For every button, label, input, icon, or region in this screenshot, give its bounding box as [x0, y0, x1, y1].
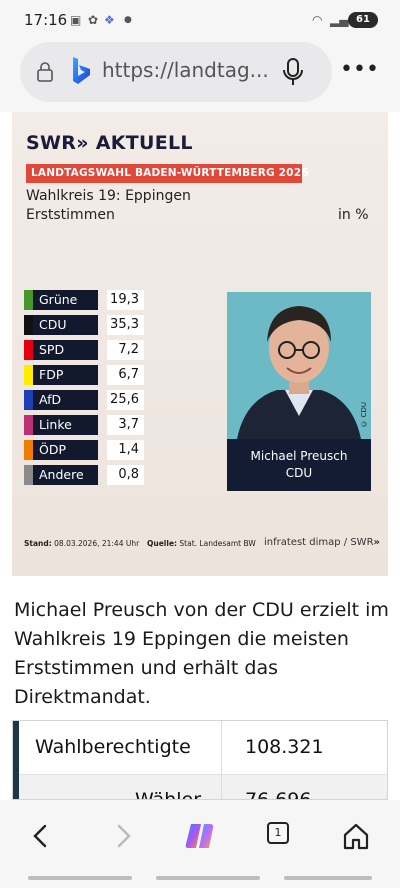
party-name: Linke — [33, 415, 98, 435]
party-color-swatch — [24, 365, 33, 385]
swr-aktuell-logo: SWR» AKTUELL — [26, 132, 193, 154]
party-color-swatch — [24, 415, 33, 435]
forward-icon[interactable] — [104, 820, 140, 852]
table-row-label: Wahlberechtigte — [35, 736, 191, 758]
table-row-value: 76.696 — [245, 789, 312, 800]
candidate-portrait-image — [237, 306, 361, 439]
party-row: Linke 3,7 — [24, 415, 144, 435]
dot-icon: ● — [124, 15, 132, 25]
signal-icon: ▂▄ — [330, 13, 349, 27]
party-name: Grüne — [33, 290, 98, 310]
party-color-swatch — [24, 440, 33, 460]
party-name: FDP — [33, 365, 98, 385]
party-name: AfD — [33, 390, 98, 410]
notification-icon: ▣ — [70, 13, 82, 27]
unit-label: in % — [338, 207, 369, 223]
table-accent-bar — [13, 721, 19, 799]
party-value: 0,8 — [107, 465, 144, 485]
microphone-icon[interactable] — [282, 56, 304, 88]
candidate-party: CDU — [285, 466, 313, 480]
party-row: Grüne 19,3 — [24, 290, 144, 310]
gesture-bar — [156, 876, 260, 880]
party-value: 6,7 — [107, 365, 144, 385]
lock-icon[interactable] — [36, 62, 54, 82]
address-bar[interactable]: https://landtag... — [20, 42, 332, 102]
back-icon[interactable] — [24, 820, 60, 852]
clock: 17:16 — [24, 11, 68, 29]
party-value: 1,4 — [107, 440, 144, 460]
browser-bottom-nav: 1 — [0, 800, 400, 888]
party-name: CDU — [33, 315, 98, 335]
party-color-swatch — [24, 315, 33, 335]
status-bar: 17:16 ▣ ✿ ❖ ● ◠ ▂▄ 61 — [0, 0, 400, 40]
bing-logo-icon — [73, 57, 90, 84]
party-color-swatch — [24, 465, 33, 485]
party-value: 25,6 — [107, 390, 144, 410]
party-value: 19,3 — [107, 290, 144, 310]
election-banner: LANDTAGSWAHL BADEN-WÜRTTEMBERG 2026 — [26, 164, 309, 183]
party-row: AfD 25,6 — [24, 390, 144, 410]
credit-info: infratest dimap / SWR» — [264, 537, 380, 548]
election-graphic: SWR» AKTUELL LANDTAGSWAHL BADEN-WÜRTTEMB… — [12, 112, 388, 576]
table-row: Wähler 76.696 — [19, 775, 387, 800]
wifi-icon: ◠ — [312, 13, 323, 27]
gesture-bar — [284, 876, 372, 880]
party-value: 7,2 — [107, 340, 144, 360]
candidate-name: Michael Preusch — [250, 449, 348, 463]
table-row: Wahlberechtigte 108.321 — [19, 721, 387, 775]
table-row-value: 108.321 — [245, 736, 324, 758]
home-icon[interactable] — [338, 820, 374, 852]
party-row: CDU 35,3 — [24, 315, 144, 335]
party-value: 35,3 — [107, 315, 144, 335]
article-paragraph: Michael Preusch von der CDU erzielt im W… — [14, 599, 389, 708]
party-color-swatch — [24, 340, 33, 360]
party-color-swatch — [24, 290, 33, 310]
url-text[interactable]: https://landtag... — [102, 58, 269, 82]
candidate-photo: © CDU Michael Preusch CDU — [227, 292, 371, 491]
table-column-divider — [221, 721, 222, 799]
butterfly-icon: ✿ — [88, 13, 99, 27]
battery-indicator: 61 — [348, 12, 378, 28]
candidate-caption: Michael Preusch CDU — [227, 439, 371, 491]
party-row: ÖDP 1,4 — [24, 440, 144, 460]
stand-info: Stand: 08.03.2026, 21:44 Uhr — [24, 539, 140, 548]
party-name: Andere — [33, 465, 98, 485]
more-options-icon[interactable]: ••• — [340, 57, 379, 82]
party-color-swatch — [24, 390, 33, 410]
party-row: Andere 0,8 — [24, 465, 144, 485]
copilot-icon[interactable] — [182, 820, 218, 852]
results-table: Wahlberechtigte 108.321 Wähler 76.696 — [12, 720, 388, 800]
vote-type-label: Erststimmen — [26, 207, 115, 223]
photo-credit: © CDU — [360, 402, 368, 428]
party-name: SPD — [33, 340, 98, 360]
party-name: ÖDP — [33, 440, 98, 460]
table-row-label: Wähler — [135, 789, 202, 800]
party-row: FDP 6,7 — [24, 365, 144, 385]
source-info: Quelle: Stat. Landesamt BW — [147, 539, 256, 548]
app-icon: ❖ — [104, 13, 115, 27]
party-row: SPD 7,2 — [24, 340, 144, 360]
party-value: 3,7 — [107, 415, 144, 435]
gesture-bar — [28, 876, 132, 880]
constituency-label: Wahlkreis 19: Eppingen — [26, 188, 191, 204]
tab-count-button[interactable]: 1 — [267, 822, 289, 844]
browser-toolbar: https://landtag... ••• — [0, 40, 400, 112]
